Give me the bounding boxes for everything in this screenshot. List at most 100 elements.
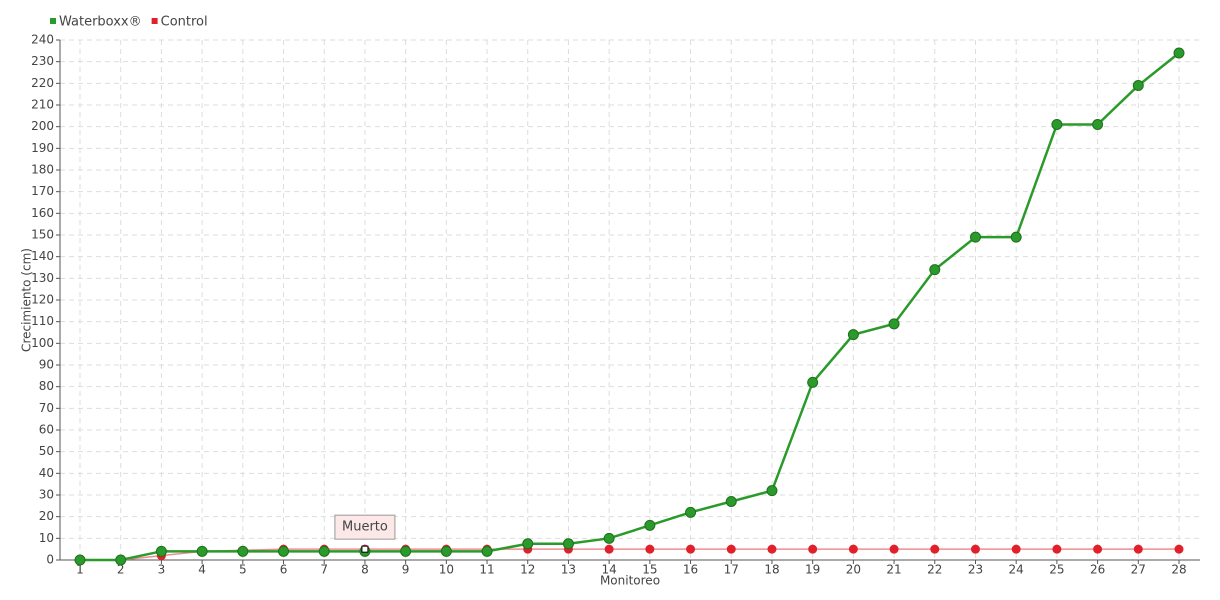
annotation-box [334,514,396,540]
x-tick-label: 27 [1131,563,1146,577]
x-tick-label: 1 [76,563,84,577]
point [604,544,614,554]
point [400,545,412,557]
x-tick-label: 26 [1090,563,1105,577]
point [1093,544,1103,554]
y-tick-label: 100 [31,336,54,350]
series-line [80,52,1180,562]
point [1010,231,1022,243]
x-tick-label: 2 [117,563,125,577]
y-tick-label: 210 [31,98,54,112]
y-tick-label: 20 [39,509,54,523]
x-tick-label: 9 [402,563,410,577]
y-tick-label: 220 [31,76,54,90]
legend-swatch [50,18,56,24]
x-tick-label: 3 [158,563,166,577]
point [766,485,778,497]
point [1174,544,1184,554]
x-tick-label: 5 [239,563,247,577]
point [888,318,900,330]
point [115,554,127,566]
y-tick-label: 50 [39,444,54,458]
x-tick-label: 28 [1171,563,1186,577]
point [1133,544,1143,554]
point [685,506,697,518]
x-tick-label: 25 [1049,563,1064,577]
y-tick-label: 30 [39,488,54,502]
legend-label: Waterboxx® [59,15,142,30]
y-tick-label: 110 [31,314,54,328]
point [1011,544,1021,554]
y-tick-label: 70 [39,401,54,415]
point [237,545,249,557]
point [645,544,655,554]
point [278,545,290,557]
point [1051,119,1063,130]
y-tick-label: 10 [39,531,54,545]
y-tick-label: 40 [39,466,54,480]
point [847,329,859,341]
x-tick-label: 21 [886,563,901,577]
point [726,544,736,554]
x-tick-label: 19 [805,563,820,577]
point [767,544,777,554]
point [318,545,330,557]
point [848,544,858,554]
annotation-text: Muerto [342,520,388,535]
y-tick-label: 130 [31,271,54,285]
y-tick-label: 60 [39,423,54,437]
x-tick-label: 8 [361,563,369,577]
point [481,545,493,557]
y-tick-label: 200 [31,119,54,133]
x-tick-label: 4 [198,563,206,577]
legend-label: Control [161,15,208,30]
y-tick-label: 190 [31,141,54,155]
point [562,538,574,550]
series-line [80,548,1179,561]
point [440,545,452,557]
x-tick-label: 17 [724,563,739,577]
x-tick-label: 18 [764,563,779,577]
point [74,554,86,566]
y-tick-label: 140 [31,249,54,263]
point [929,264,941,276]
x-tick-label: 20 [846,563,861,577]
point [930,544,940,554]
x-tick-label: 24 [1009,563,1024,577]
point [1092,119,1104,130]
point [644,519,656,531]
y-tick-label: 120 [31,293,54,307]
x-tick-label: 6 [280,563,288,577]
y-tick-label: 90 [39,358,54,372]
point [1132,80,1144,91]
point [807,376,819,388]
point [686,544,696,554]
point [603,532,615,544]
x-tick-label: 16 [683,563,698,577]
x-tick-label: 10 [439,563,454,577]
x-tick-label: 14 [602,563,617,577]
point [522,538,534,550]
y-tick-label: 170 [31,184,54,198]
y-tick-label: 230 [31,54,54,68]
x-tick-label: 7 [320,563,328,577]
point [889,544,899,554]
point [196,545,208,557]
x-tick-label: 11 [479,563,494,577]
point [808,544,818,554]
x-tick-label: 22 [927,563,942,577]
y-axis-label: Crecimiento (cm) [20,248,34,352]
point [1052,544,1062,554]
x-tick-label: 12 [520,563,535,577]
y-tick-label: 180 [31,163,54,177]
point [725,496,737,507]
point [969,231,981,243]
point [970,544,980,554]
y-tick-label: 150 [31,228,54,242]
point [155,545,167,557]
x-tick-label: 15 [642,563,657,577]
point [1173,47,1185,59]
y-tick-label: 0 [46,553,54,567]
legend-swatch [151,18,158,24]
